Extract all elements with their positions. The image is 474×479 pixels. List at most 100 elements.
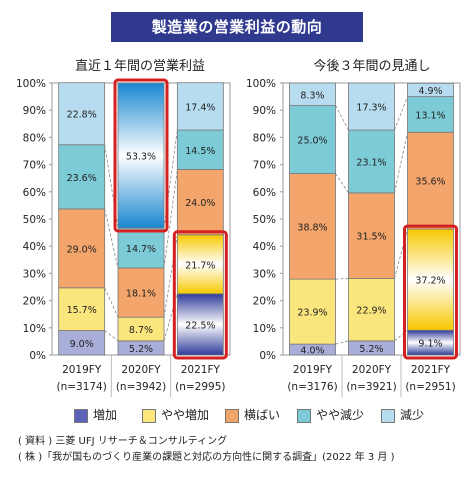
bar-segment bbox=[117, 227, 165, 269]
legend-swatch bbox=[381, 408, 395, 423]
n-label: (n=3174) bbox=[56, 381, 106, 393]
legend-label: 減少 bbox=[400, 408, 425, 422]
connector-line bbox=[335, 340, 349, 345]
legend-swatch bbox=[297, 408, 311, 423]
y-tick-label: 70% bbox=[23, 160, 46, 172]
y-tick-label: 50% bbox=[23, 214, 46, 226]
data-label: 13.1% bbox=[415, 110, 445, 121]
legend-label: 増加 bbox=[93, 408, 118, 422]
data-label: 21.7% bbox=[185, 260, 215, 271]
y-tick-label: 70% bbox=[253, 160, 276, 172]
bar-segment bbox=[407, 82, 454, 97]
data-label: 23.1% bbox=[356, 157, 386, 168]
connector-line bbox=[394, 96, 408, 131]
y-tick-label: 40% bbox=[253, 241, 276, 253]
y-tick-label: 0% bbox=[259, 350, 276, 362]
y-tick-label: 100% bbox=[246, 78, 276, 90]
highlight-border bbox=[113, 78, 169, 233]
data-label: 22.8% bbox=[67, 110, 97, 121]
y-tick-label: 0% bbox=[29, 350, 46, 362]
legend: 増加 やや増加 横ばい やや減少 減少 bbox=[74, 406, 474, 426]
connector-line bbox=[335, 105, 349, 131]
data-label: 37.2% bbox=[415, 276, 445, 287]
data-label: 18.1% bbox=[126, 289, 156, 300]
y-tick-label: 50% bbox=[253, 214, 276, 226]
connector-line bbox=[335, 173, 349, 194]
legend-item: やや減少 bbox=[297, 406, 364, 424]
bar-segment bbox=[176, 129, 224, 170]
bar-segment bbox=[176, 169, 224, 236]
chart-title: 今後３年間の見通し bbox=[313, 58, 430, 74]
y-tick-label: 10% bbox=[253, 323, 276, 335]
data-label: 53.3% bbox=[126, 151, 156, 162]
y-tick-label: 60% bbox=[253, 187, 276, 199]
bar-segment bbox=[176, 293, 224, 356]
chart-title: 直近１年間の営業利益 bbox=[75, 58, 205, 74]
bar-segment bbox=[348, 192, 395, 279]
data-label: 9.0% bbox=[70, 339, 94, 350]
highlight-border bbox=[172, 230, 228, 360]
bar-segment bbox=[348, 278, 395, 342]
y-tick-label: 80% bbox=[23, 132, 46, 144]
bar-segment bbox=[348, 82, 395, 131]
data-label: 8.7% bbox=[129, 325, 153, 336]
n-label: (n=3176) bbox=[287, 381, 337, 393]
page-title: 製造業の営業利益の動向 bbox=[111, 12, 363, 42]
bar-segment bbox=[58, 287, 106, 331]
data-label: 17.4% bbox=[185, 102, 215, 113]
data-label: 4.0% bbox=[300, 346, 324, 357]
source-line: ( 株 )「我が国ものづくり産業の課題と対応の方向性に関する調査」(2022 年… bbox=[18, 452, 395, 463]
data-label: 4.9% bbox=[418, 86, 442, 97]
data-label: 5.2% bbox=[359, 344, 383, 355]
connector-line bbox=[163, 234, 178, 318]
data-label: 22.9% bbox=[356, 306, 386, 317]
data-label: 29.0% bbox=[67, 244, 97, 255]
legend-swatch bbox=[225, 408, 239, 423]
legend-swatch bbox=[74, 408, 88, 423]
data-label: 23.6% bbox=[67, 173, 97, 184]
data-label: 17.3% bbox=[356, 103, 386, 114]
bar-segment bbox=[58, 82, 106, 146]
legend-item: 減少 bbox=[381, 406, 424, 424]
x-tick-label: 2020FY bbox=[352, 364, 392, 376]
source-note: ( 資料 ) 三菱 UFJ リサーチ＆コンサルティング ( 株 )「我が国ものづ… bbox=[18, 434, 395, 466]
legend-label: やや増加 bbox=[161, 408, 210, 422]
data-label: 8.3% bbox=[300, 90, 324, 101]
bar-segment bbox=[348, 129, 395, 194]
connector-line bbox=[394, 132, 408, 193]
bar-segment bbox=[289, 105, 336, 174]
legend-label: 横ばい bbox=[244, 408, 281, 422]
y-tick-label: 30% bbox=[23, 268, 46, 280]
bar-segment bbox=[289, 173, 336, 280]
n-label: (n=2995) bbox=[175, 381, 225, 393]
n-label: (n=3921) bbox=[346, 381, 396, 393]
x-tick-label: 2019FY bbox=[62, 364, 102, 376]
y-tick-label: 30% bbox=[253, 268, 276, 280]
bar-segment bbox=[176, 234, 224, 295]
source-line: ( 資料 ) 三菱 UFJ リサーチ＆コンサルティング bbox=[18, 436, 228, 447]
y-tick-label: 10% bbox=[23, 323, 46, 335]
bar-segment bbox=[58, 208, 106, 289]
data-label: 22.5% bbox=[185, 320, 215, 331]
data-label: 14.7% bbox=[126, 244, 156, 255]
legend-swatch bbox=[142, 408, 156, 423]
title-area: 製造業の営業利益の動向 bbox=[0, 0, 474, 50]
bar-segment bbox=[117, 82, 165, 229]
bar-segment bbox=[407, 96, 454, 133]
legend-item: 増加 bbox=[74, 406, 117, 424]
charts-area: 直近１年間の営業利益 0% 10% 20% 30% 40% 50% 60% 70% 80% 90% 1… bbox=[16, 58, 461, 397]
bar-segment bbox=[176, 82, 224, 131]
x-tick-label: 2019FY bbox=[293, 364, 333, 376]
legend-item: やや増加 bbox=[142, 406, 209, 424]
data-label: 15.7% bbox=[67, 305, 97, 316]
legend-label: やや減少 bbox=[316, 408, 365, 422]
data-label: 23.9% bbox=[297, 308, 327, 319]
n-label: (n=3942) bbox=[116, 381, 166, 393]
x-tick-label: 2021FY bbox=[411, 364, 451, 376]
data-label: 38.8% bbox=[297, 222, 327, 233]
y-tick-label: 40% bbox=[23, 241, 46, 253]
y-tick-label: 100% bbox=[16, 78, 46, 90]
bar-segment bbox=[407, 329, 454, 356]
y-tick-label: 20% bbox=[23, 296, 46, 308]
y-tick-label: 20% bbox=[253, 296, 276, 308]
